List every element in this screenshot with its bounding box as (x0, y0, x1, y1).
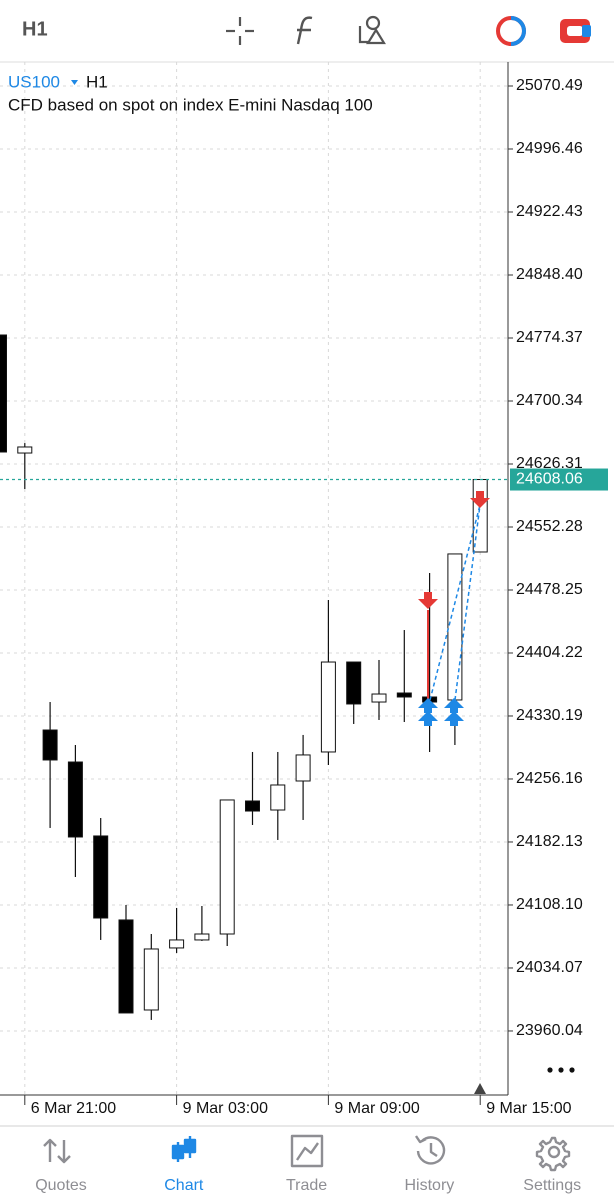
y-tick-label: 24552.28 (516, 518, 583, 535)
x-tick-label: 6 Mar 21:00 (31, 1100, 116, 1117)
tab-label[interactable]: Settings (523, 1177, 581, 1194)
crosshair-icon[interactable] (226, 17, 254, 45)
y-tick-label: 24478.25 (516, 581, 583, 598)
y-tick-label: 24034.07 (516, 959, 583, 976)
candle-body (17, 446, 33, 454)
tab-bar: Quotes Chart Trade History Settings (35, 1134, 581, 1194)
symbol[interactable]: US100 (8, 72, 60, 91)
x-tick-label: 9 Mar 09:00 (334, 1100, 419, 1117)
x-tick-label: 9 Mar 15:00 (486, 1100, 571, 1117)
timeframe-button[interactable]: H1 (22, 18, 48, 40)
candle-body (118, 919, 134, 1014)
tab-icon (415, 1135, 446, 1165)
candle-body (169, 939, 185, 949)
candle-body (0, 334, 7, 453)
symbol-dropdown[interactable] (71, 80, 78, 85)
candle-body (270, 784, 286, 811)
y-tick-label: 24700.34 (516, 392, 583, 409)
tab-label[interactable]: Chart (164, 1177, 204, 1194)
y-tick-label: 24922.43 (516, 203, 583, 220)
y-tick-label: 24774.37 (516, 329, 583, 346)
y-tick-label: 24108.10 (516, 896, 583, 913)
indicators-icon[interactable] (296, 16, 313, 45)
candle-body (320, 661, 336, 753)
tab-icon (547, 1145, 561, 1159)
candle-body (219, 799, 235, 935)
tab-icon (535, 1136, 571, 1172)
current-price-box (510, 468, 608, 491)
y-tick-label: 24404.22 (516, 644, 583, 661)
y-tick-label: 23960.04 (516, 1022, 583, 1039)
tab-label[interactable]: Quotes (35, 1177, 87, 1194)
tab-icon (171, 1136, 197, 1162)
candle-body (396, 692, 412, 698)
candle-body (371, 693, 387, 703)
candle-body (42, 729, 58, 761)
more-menu[interactable] (547, 1067, 575, 1073)
tab-icon (43, 1138, 71, 1164)
trade-markers (418, 491, 490, 726)
candle-body (346, 661, 362, 705)
trade-icon[interactable] (496, 16, 526, 46)
candle-body (245, 800, 260, 812)
shift-marker (474, 1083, 486, 1094)
y-tick-label: 24626.31 (516, 455, 583, 472)
candle-body (67, 761, 83, 838)
candle-body (295, 754, 311, 782)
y-tick-label: 24848.40 (516, 266, 583, 283)
objects-icon[interactable] (358, 15, 386, 45)
axes: 25070.49 24996.46 24922.43 24848.40 24774.37… (0, 62, 608, 1117)
current-price-label: 24608.06 (516, 471, 583, 488)
tab-label[interactable]: Trade (286, 1177, 327, 1194)
y-tick-label: 24182.13 (516, 833, 583, 850)
y-tick-label: 24256.16 (516, 770, 583, 787)
candle-body (93, 835, 109, 919)
candle-body (447, 553, 463, 701)
candle-body (472, 479, 488, 553)
y-tick-label: 24996.46 (516, 140, 583, 157)
grid (0, 62, 508, 1095)
account-icon[interactable] (560, 19, 591, 43)
tab-label[interactable]: History (405, 1177, 455, 1194)
candle-body (143, 948, 159, 1011)
symbol-description: CFD based on spot on index E-mini Nasdaq… (8, 95, 373, 114)
tab-icon (290, 1134, 324, 1168)
y-tick-label: 25070.49 (516, 77, 583, 94)
x-tick-label: 9 Mar 03:00 (183, 1100, 268, 1117)
chart-timeframe: H1 (86, 72, 108, 91)
candle-body (194, 933, 210, 941)
y-tick-label: 24330.19 (516, 707, 583, 724)
